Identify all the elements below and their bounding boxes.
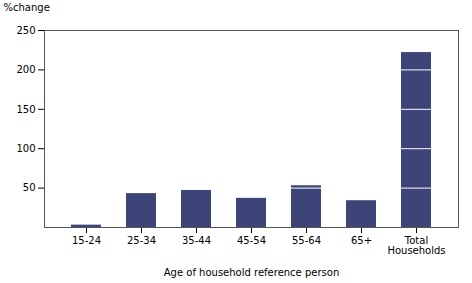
svg-text:45-54: 45-54 [237,235,266,246]
svg-text:50: 50 [23,182,36,193]
svg-text:200: 200 [16,64,35,75]
svg-text:Age of household reference per: Age of household reference person [164,267,339,278]
svg-text:250: 250 [16,25,35,36]
svg-text:TotalHouseholds: TotalHouseholds [387,235,445,256]
svg-text:%change: %change [4,2,50,13]
svg-text:35-44: 35-44 [182,235,211,246]
svg-text:100: 100 [16,143,35,154]
svg-text:25-34: 25-34 [127,235,156,246]
svg-text:150: 150 [16,104,35,115]
svg-text:15-24: 15-24 [72,235,101,246]
svg-text:65+: 65+ [351,235,372,246]
svg-text:55-64: 55-64 [292,235,321,246]
